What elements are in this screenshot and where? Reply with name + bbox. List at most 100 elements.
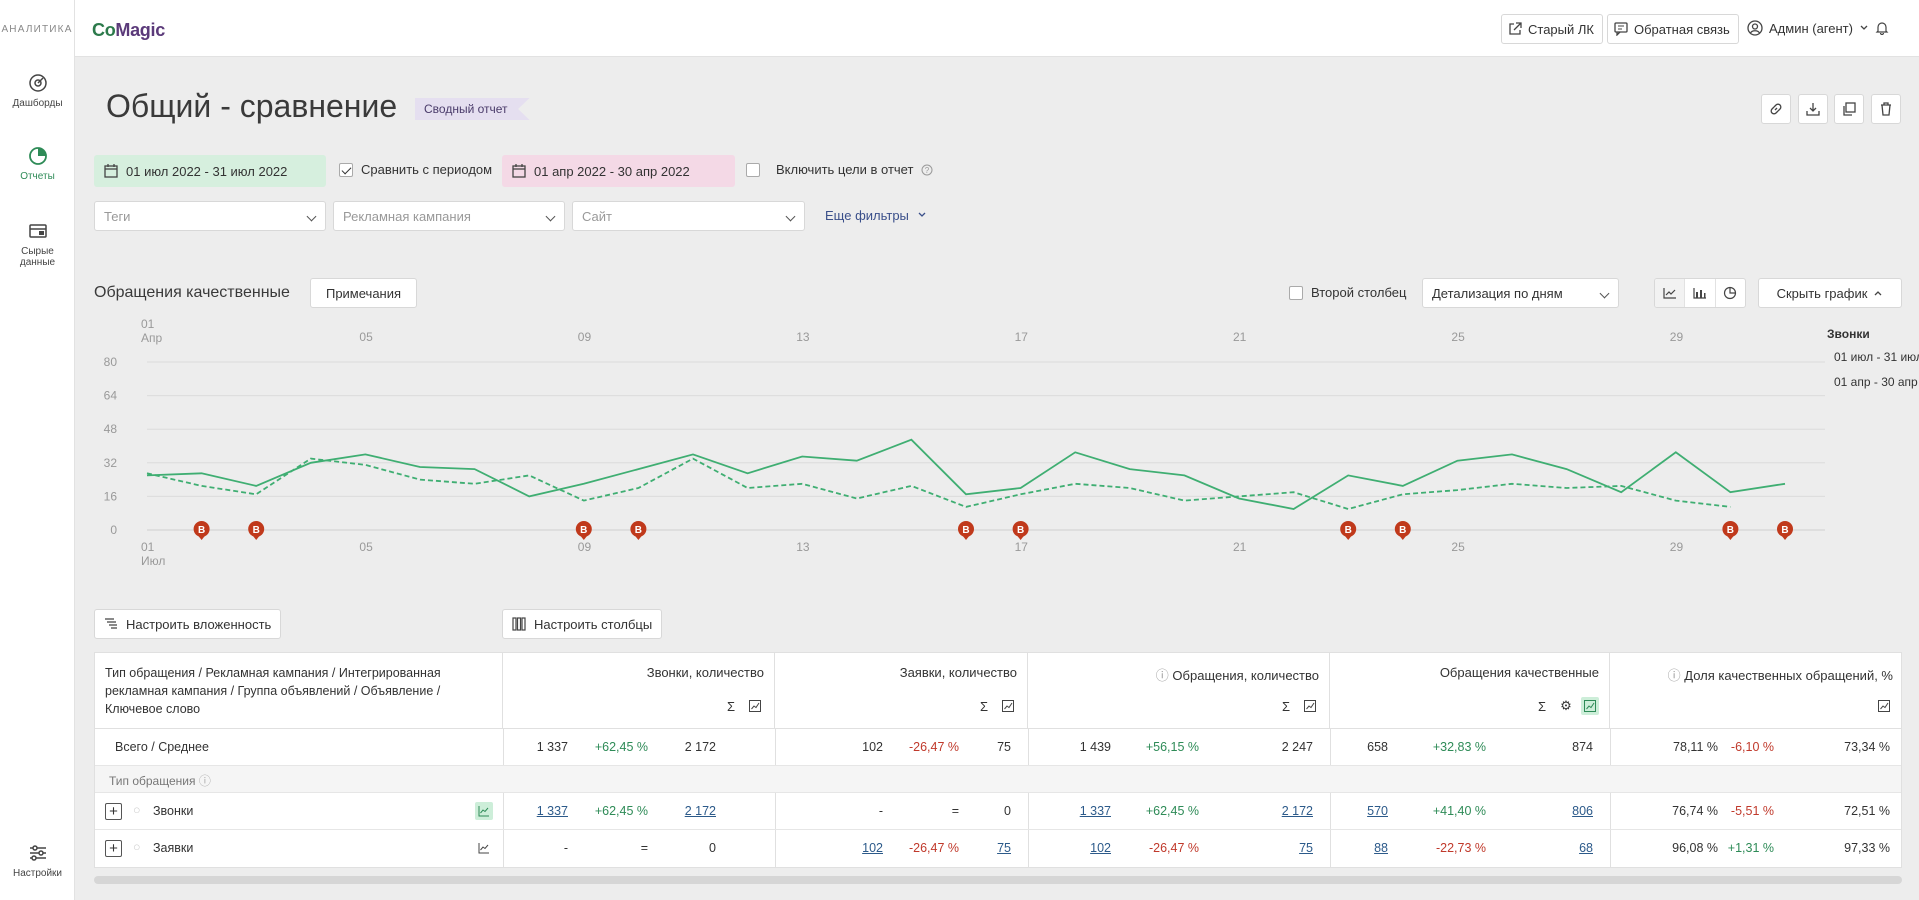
table-cell[interactable]: 2 172 [1281,804,1313,818]
user-menu[interactable]: Админ (агент) [1747,20,1889,36]
weekend-marker[interactable]: В [1777,521,1793,540]
copy-link-button[interactable] [1761,94,1791,124]
legend-item-main[interactable]: 01 июл - 31 июл 2022 [1827,349,1919,364]
help-icon[interactable]: ⓘ [1155,668,1169,683]
chart-toggle-icon[interactable] [746,697,764,715]
weekend-marker[interactable]: В [1722,521,1739,540]
weekend-marker[interactable]: В [193,521,210,540]
detail-select[interactable]: Детализация по дням [1422,278,1619,308]
table-cell: 1 337 [536,740,568,754]
help-icon[interactable]: ⓘ [198,774,211,788]
second-column-toggle[interactable]: Второй столбец [1289,285,1406,300]
table-cell[interactable]: 2 172 [684,804,716,818]
table-cell[interactable]: 75 [997,841,1011,855]
sidebar-item-raw-data[interactable]: Сырые данные [0,220,75,268]
table-cell[interactable]: 88 [1374,841,1388,855]
sidebar-item-dashboards[interactable]: Дашборды [0,72,75,109]
y-tick-label: 32 [104,456,118,470]
table-cell[interactable]: 570 [1367,804,1388,818]
column-header-calls[interactable]: Звонки, количество Σ [503,653,775,729]
dimension-header[interactable]: Тип обращения / Рекламная кампания / Инт… [95,653,503,729]
weekend-marker[interactable]: В [630,521,647,540]
campaign-select[interactable]: Рекламная кампания [333,201,565,231]
table-cell[interactable]: 75 [1299,841,1313,855]
chart-toggle-icon[interactable] [1581,697,1599,715]
second-column-checkbox[interactable] [1289,285,1303,300]
svg-text:В: В [1399,525,1406,536]
weekend-marker[interactable]: В [1394,521,1411,540]
group-label-text: Тип обращения [109,774,196,788]
duplicate-button[interactable] [1834,94,1864,124]
feedback-button[interactable]: Обратная связь [1607,14,1739,44]
sum-icon[interactable]: Σ [726,698,736,714]
table-cell[interactable]: 102 [862,841,883,855]
calendar-icon [512,164,526,178]
x-tick-label-bottom: 05 [359,540,373,554]
table-cell[interactable]: 102 [1090,841,1111,855]
table-cell[interactable]: 1 337 [1079,804,1111,818]
message-icon [1614,22,1628,36]
compare-period-picker[interactable]: 01 апр 2022 - 30 апр 2022 [502,155,735,187]
pie-chart-toggle[interactable] [1716,279,1745,307]
legend-item-compare[interactable]: 01 апр - 30 апр 2022 [1827,374,1919,389]
compare-period-toggle[interactable]: Сравнить с периодом [339,162,492,177]
sum-icon[interactable]: Σ [1537,698,1547,714]
sidebar-item-reports[interactable]: Отчеты [0,145,75,182]
bell-icon[interactable] [1875,21,1889,35]
download-button[interactable] [1798,94,1828,124]
column-header-requests[interactable]: Заявки, количество Σ [775,653,1028,729]
row-chart-toggle-icon[interactable] [475,839,493,857]
second-column-label: Второй столбец [1311,285,1407,300]
sum-icon[interactable]: Σ [1281,698,1291,714]
chart-toggle-icon[interactable] [1875,697,1893,715]
weekend-marker[interactable]: В [1340,521,1357,540]
bar-chart-toggle[interactable] [1685,279,1716,307]
table-cell[interactable]: 68 [1579,841,1593,855]
horizontal-scrollbar[interactable] [94,876,1902,884]
weekend-marker[interactable]: В [575,521,592,540]
column-header-quality-contacts[interactable]: Обращения качественные Σ ⚙ [1330,653,1610,729]
weekend-marker[interactable]: В [958,521,974,540]
series-line-compare [146,457,1731,510]
site-select[interactable]: Сайт [572,201,805,231]
help-icon[interactable]: ⓘ [1667,668,1681,683]
delete-button[interactable] [1871,94,1901,124]
table-cell[interactable]: 806 [1572,804,1593,818]
weekend-marker[interactable]: В [248,521,265,540]
sidebar-item-settings[interactable]: Настройки [0,842,75,879]
configure-nesting-button[interactable]: Настроить вложенность [94,609,282,639]
column-header-contacts[interactable]: ⓘ Обращения, количество Σ [1028,653,1330,729]
more-filters-link[interactable]: Еще фильтры [825,208,927,223]
comagic-logo[interactable]: CoMagic [92,20,165,41]
row-chart-toggle-icon[interactable] [475,802,493,820]
chart-toggle-icon[interactable] [999,697,1017,715]
line-chart-toggle[interactable] [1655,279,1686,307]
expand-row-button[interactable]: + [105,840,122,857]
bar-chart-icon [1693,288,1706,299]
chevron-down-icon [1860,25,1868,30]
raw-data-icon [28,224,47,238]
chevron-down-icon [1599,288,1610,299]
old-lk-button[interactable]: Старый ЛК [1501,14,1603,44]
goals-toggle[interactable]: Включить цели в отчет ? [746,162,933,177]
help-icon[interactable]: ? [921,164,933,176]
goals-checkbox[interactable] [746,162,760,177]
expand-row-button[interactable]: + [105,803,122,820]
x-tick-label-bottom: 09 [578,540,592,554]
sum-icon[interactable]: Σ [979,698,989,714]
sidebar-item-label: Отчеты [20,171,55,182]
table-cell: +62,45 % [1145,804,1199,818]
configure-columns-button[interactable]: Настроить столбцы [502,609,663,639]
notes-button[interactable]: Примечания [310,278,417,308]
compare-checkbox[interactable] [339,162,353,177]
main-period-picker[interactable]: 01 июл 2022 - 31 июл 2022 [94,155,326,187]
weekend-marker[interactable]: В [1012,521,1029,540]
gear-icon[interactable]: ⚙ [1560,698,1572,713]
table-cell[interactable]: 1 337 [536,804,568,818]
column-header-label: Звонки, количество [646,665,764,680]
tags-select[interactable]: Теги [94,201,326,231]
hide-chart-button[interactable]: Скрыть график [1758,278,1902,308]
column-header-quality-share[interactable]: ⓘ Доля качественных обращений, % [1610,653,1903,729]
chart-toggle-icon[interactable] [1301,697,1319,715]
